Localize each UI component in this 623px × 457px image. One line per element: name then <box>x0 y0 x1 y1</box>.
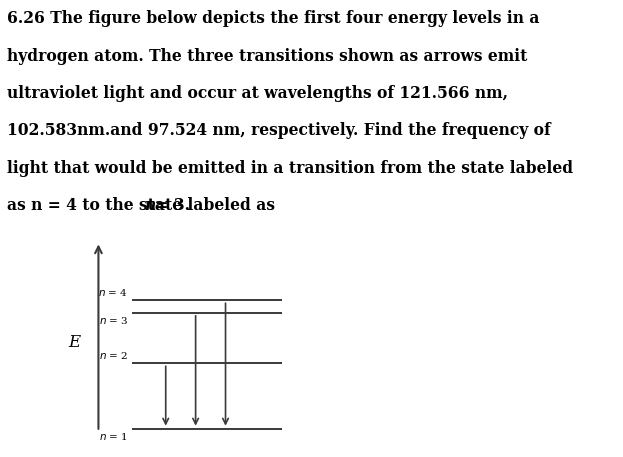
Text: = 3.: = 3. <box>150 197 190 214</box>
Text: $n$ = 2: $n$ = 2 <box>99 351 128 361</box>
Text: hydrogen atom. The three transitions shown as arrows emit: hydrogen atom. The three transitions sho… <box>7 48 528 64</box>
Text: 6.26 The figure below depicts the first four energy levels in a: 6.26 The figure below depicts the first … <box>7 10 540 27</box>
Text: $n$ = 1: $n$ = 1 <box>99 430 128 441</box>
Text: n: n <box>144 197 155 214</box>
Text: 102.583nm.and 97.524 nm, respectively. Find the frequency of: 102.583nm.and 97.524 nm, respectively. F… <box>7 122 551 139</box>
Text: light that would be emitted in a transition from the state labeled: light that would be emitted in a transit… <box>7 160 574 177</box>
Text: $n$ = 3: $n$ = 3 <box>98 315 128 326</box>
Text: as n = 4 to the state labeled as: as n = 4 to the state labeled as <box>7 197 281 214</box>
Text: as n = 4 to the state labeled as: as n = 4 to the state labeled as <box>7 197 281 214</box>
Text: $n$ = 4: $n$ = 4 <box>98 287 128 298</box>
Text: E: E <box>68 334 80 351</box>
Text: ultraviolet light and occur at wavelengths of 121.566 nm,: ultraviolet light and occur at wavelengt… <box>7 85 508 102</box>
